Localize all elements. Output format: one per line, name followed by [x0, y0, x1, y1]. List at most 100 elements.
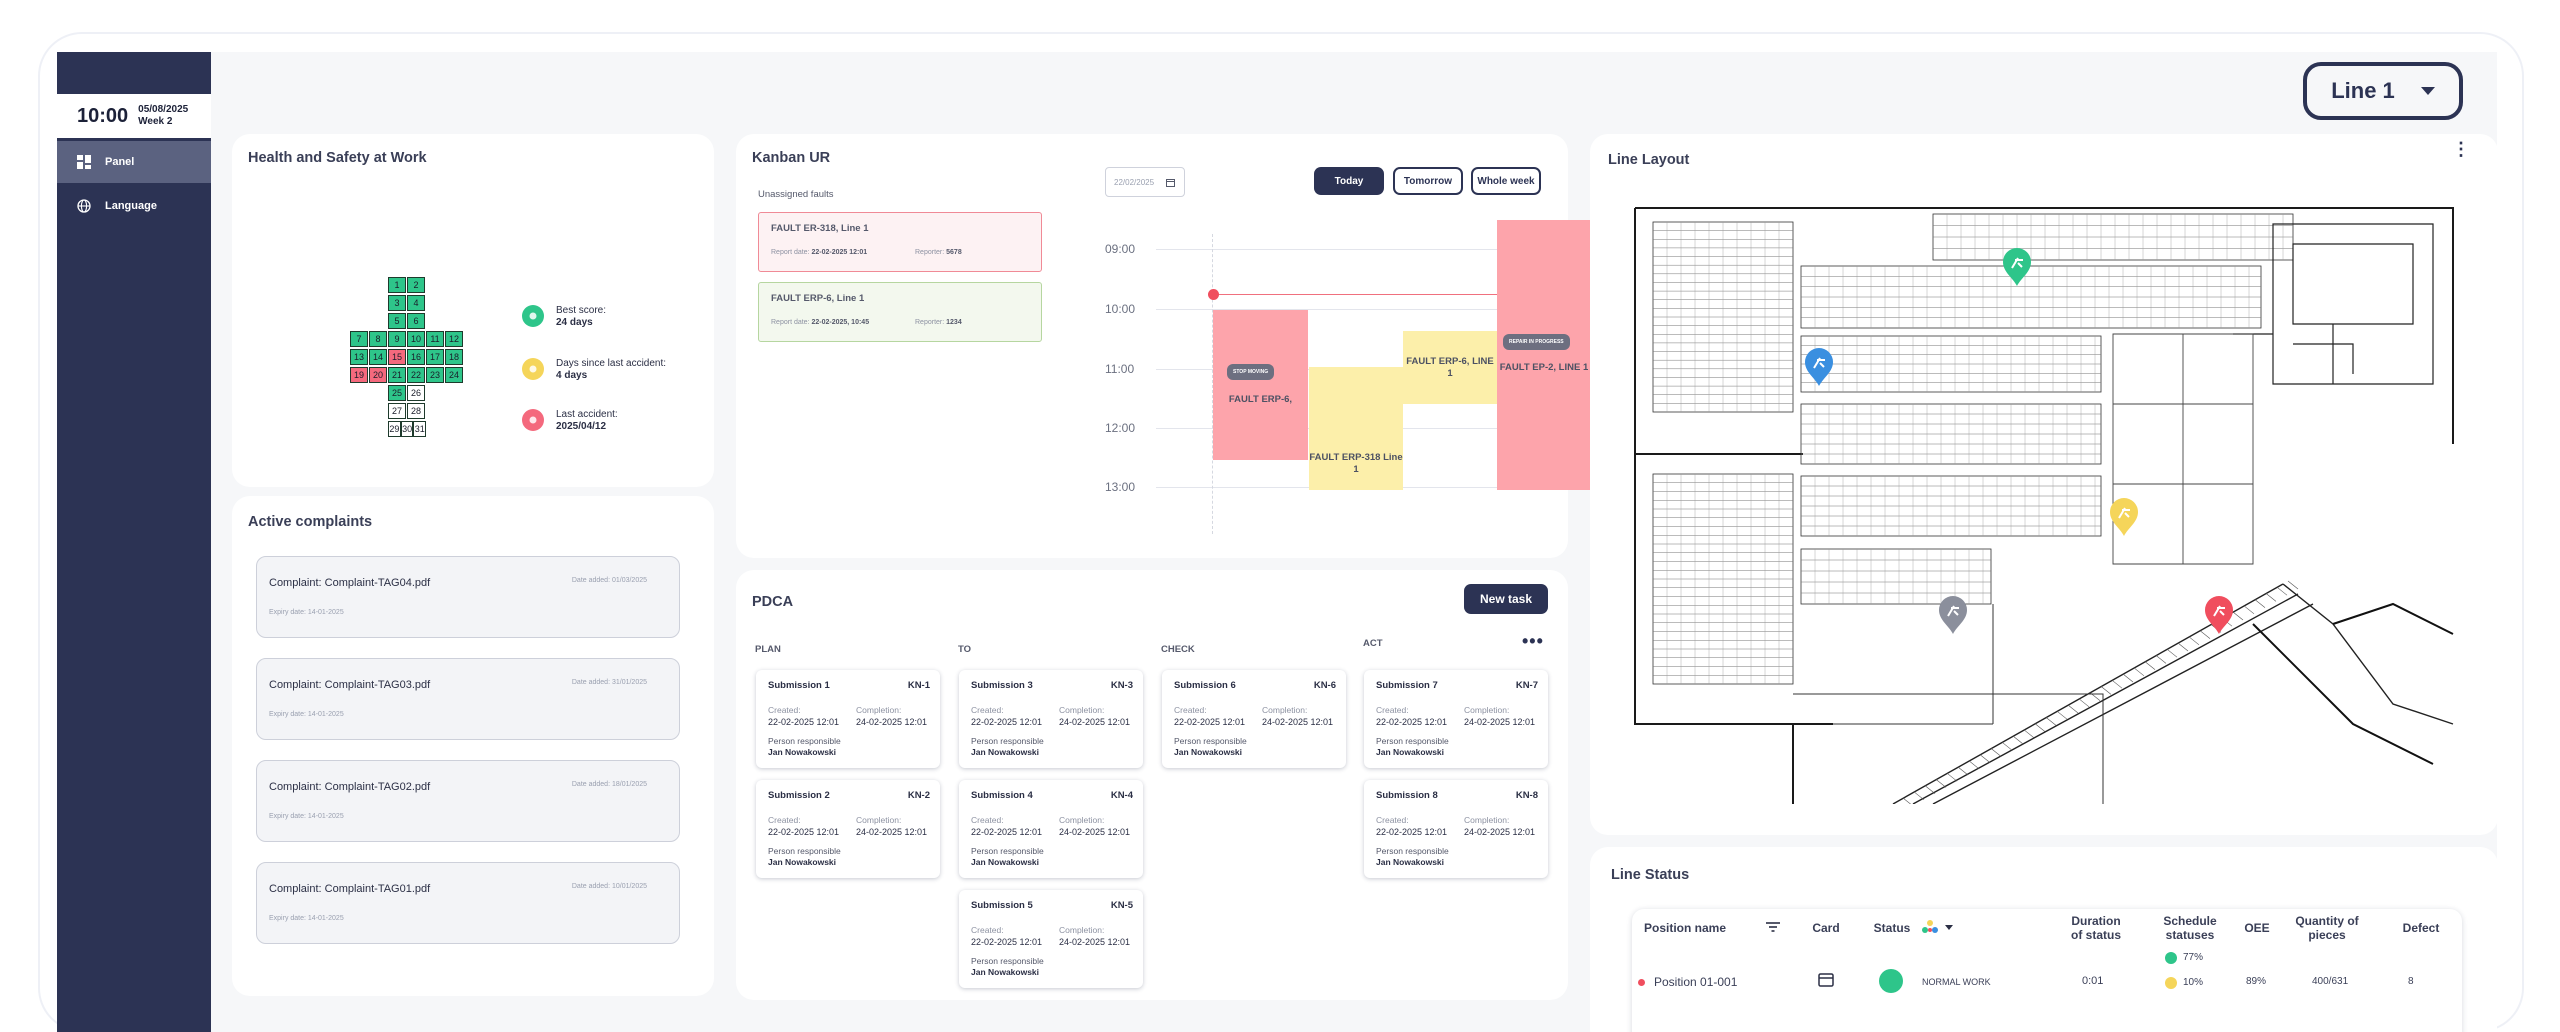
fault-card[interactable]: FAULT ERP-6, Line 1 Report date: 22-02-20… [758, 282, 1042, 342]
blue-marker[interactable] [1805, 348, 1833, 386]
clock-date: 05/08/2025 Week 2 [138, 104, 188, 128]
task-name: Submission 5 [971, 900, 1033, 911]
created-label: Created: [768, 815, 801, 825]
hour-label: 10:00 [1105, 302, 1136, 316]
person-value: Jan Nowakowski [971, 747, 1040, 757]
position-header: Position name [1644, 921, 1727, 935]
task-name: Submission 4 [971, 790, 1033, 801]
task-code: KN-7 [1515, 680, 1538, 691]
filter-icon[interactable] [1765, 921, 1781, 933]
calendar-day: 15 [388, 349, 406, 365]
alert-dot [1638, 979, 1645, 986]
pdca-task-card[interactable]: Submission 3 KN-3 Created: 22-02-2025 12:01… [959, 670, 1143, 768]
calendar-day: 17 [426, 349, 444, 365]
schedule-block[interactable]: FAULT EP-2, LINE 1 REPAIR IN PROGRESS [1497, 220, 1591, 490]
complaint-item[interactable]: Complaint: Complaint-TAG02.pdf Date added… [256, 760, 680, 842]
health-safety-card: Health and Safety at Work 1 2 3 4 5 6 7 8 9 10 11 1… [232, 134, 714, 487]
schedule-block[interactable]: FAULT ERP-6, LINE 1 [1403, 331, 1497, 404]
hour-label: 12:00 [1105, 421, 1136, 435]
red-marker[interactable] [2205, 596, 2233, 634]
whole-week-button[interactable]: Whole week [1471, 167, 1541, 195]
kanban-card: Kanban UR Unassigned faults FAULT ER-318… [736, 134, 1591, 558]
complaint-item[interactable]: Complaint: Complaint-TAG04.pdf Date added… [256, 556, 680, 638]
duration-value: 0:01 [2082, 975, 2104, 987]
complaint-expiry: Expiry date: 14-01-2025 [269, 813, 344, 820]
schedule-block[interactable]: FAULT ERP-6, STOP MOVING [1213, 310, 1308, 460]
pdca-task-card[interactable]: Submission 5 KN-5 Created: 22-02-2025 12:01… [959, 890, 1143, 988]
person-value: Jan Nowakowski [768, 857, 837, 867]
calendar-day: 16 [407, 349, 425, 365]
defect-value: 8 [2408, 976, 2414, 987]
sidebar-item-panel[interactable]: Panel [57, 141, 211, 183]
schedule-block-label: FAULT ERP-6, LINE 1 [1406, 355, 1494, 379]
calendar-day: 9 [388, 331, 406, 347]
task-name: Submission 2 [768, 790, 830, 801]
pdca-task-card[interactable]: Submission 8 KN-8 Created: 22-02-2025 12:01… [1364, 780, 1548, 878]
schedule-block-label: FAULT EP-2, LINE 1 [1499, 362, 1589, 373]
created-label: Created: [1376, 815, 1409, 825]
task-code: KN-5 [1110, 900, 1133, 911]
pdca-task-card[interactable]: Submission 7 KN-7 Created: 22-02-2025 12:01… [1364, 670, 1548, 768]
floor-plan-map[interactable] [1633, 204, 2456, 804]
unassigned-label: Unassigned faults [758, 189, 834, 200]
fault-reporter: Reporter: 1234 [915, 319, 962, 326]
calendar-day: 27 [388, 403, 406, 419]
fault-card[interactable]: FAULT ER-318, Line 1 Report date: 22-02-2… [758, 212, 1042, 272]
completion-value: 24-02-2025 12:01 [1464, 717, 1536, 727]
tomorrow-button[interactable]: Tomorrow [1393, 167, 1463, 195]
more-options-icon[interactable]: ••• [1522, 631, 1544, 651]
reporter-label: Reporter: [915, 319, 945, 326]
complaint-name: Complaint: Complaint-TAG03.pdf [269, 679, 431, 691]
pdca-column-header: ACT [1363, 638, 1383, 649]
person-value: Jan Nowakowski [1376, 747, 1445, 757]
person-label: Person responsible [1376, 846, 1449, 856]
chevron-down-icon[interactable] [1945, 925, 1953, 930]
grey-marker[interactable] [1939, 596, 1967, 634]
calendar-day: 22 [407, 367, 425, 383]
date-picker-value: 22/02/2025 [1114, 177, 1155, 187]
card-icon[interactable] [1818, 973, 1834, 987]
fault-title: FAULT ERP-6, Line 1 [771, 293, 865, 304]
schedule-value: 10% [2183, 977, 2204, 988]
date-picker[interactable]: 22/02/2025 [1105, 167, 1185, 197]
hour-gridline [1156, 249, 1550, 250]
pdca-task-card[interactable]: Submission 4 KN-4 Created: 22-02-2025 12:01… [959, 780, 1143, 878]
hour-label: 13:00 [1105, 480, 1136, 494]
calendar-day: 14 [369, 349, 387, 365]
calendar-day: 25 [388, 385, 406, 401]
floor-plan-background [1633, 204, 2456, 804]
report-date-label: Report date: [771, 249, 810, 256]
schedule-block[interactable]: FAULT ERP-318 Line 1 [1309, 367, 1403, 490]
lock-icon [522, 409, 544, 431]
pdca-task-card[interactable]: Submission 1 KN-1 Created: 22-02-2025 12:01… [756, 670, 940, 768]
person-label: Person responsible [768, 846, 841, 856]
complaint-name: Complaint: Complaint-TAG01.pdf [269, 883, 431, 895]
task-code: KN-2 [907, 790, 930, 801]
table-row[interactable]: Position 01-001 NORMAL WORK 0:01 77% 10%… [1632, 952, 2462, 1032]
sidebar-item-label: Language [105, 200, 157, 212]
task-name: Submission 7 [1376, 680, 1438, 691]
person-value: Jan Nowakowski [768, 747, 837, 757]
created-value: 22-02-2025 12:01 [971, 827, 1043, 837]
completion-label: Completion: [1059, 815, 1105, 825]
pdca-task-card[interactable]: Submission 6 KN-6 Created: 22-02-2025 12:01… [1162, 670, 1346, 768]
today-button[interactable]: Today [1314, 167, 1384, 195]
task-name: Submission 6 [1174, 680, 1236, 691]
green-marker[interactable] [2003, 248, 2031, 286]
layout-menu-icon[interactable]: ⋮ [2452, 139, 2470, 159]
yellow-marker[interactable] [2110, 498, 2138, 536]
lower-rooms [1793, 604, 2104, 804]
legend-value: 4 days [556, 370, 588, 381]
legend-item: Days since last accident: 4 days [522, 358, 666, 382]
calendar-day: 6 [407, 313, 425, 329]
completion-label: Completion: [1464, 815, 1510, 825]
position-name: Position 01-001 [1654, 975, 1738, 989]
complaint-name: Complaint: Complaint-TAG04.pdf [269, 577, 431, 589]
new-task-button[interactable]: New task [1464, 584, 1548, 614]
pdca-task-card[interactable]: Submission 2 KN-2 Created: 22-02-2025 12:01… [756, 780, 940, 878]
status-colors-icon[interactable] [1921, 919, 1939, 935]
complaint-item[interactable]: Complaint: Complaint-TAG01.pdf Date added… [256, 862, 680, 944]
line-selector[interactable]: Line 1 [2303, 62, 2463, 120]
sidebar-item-language[interactable]: Language [57, 185, 211, 227]
complaint-item[interactable]: Complaint: Complaint-TAG03.pdf Date added… [256, 658, 680, 740]
